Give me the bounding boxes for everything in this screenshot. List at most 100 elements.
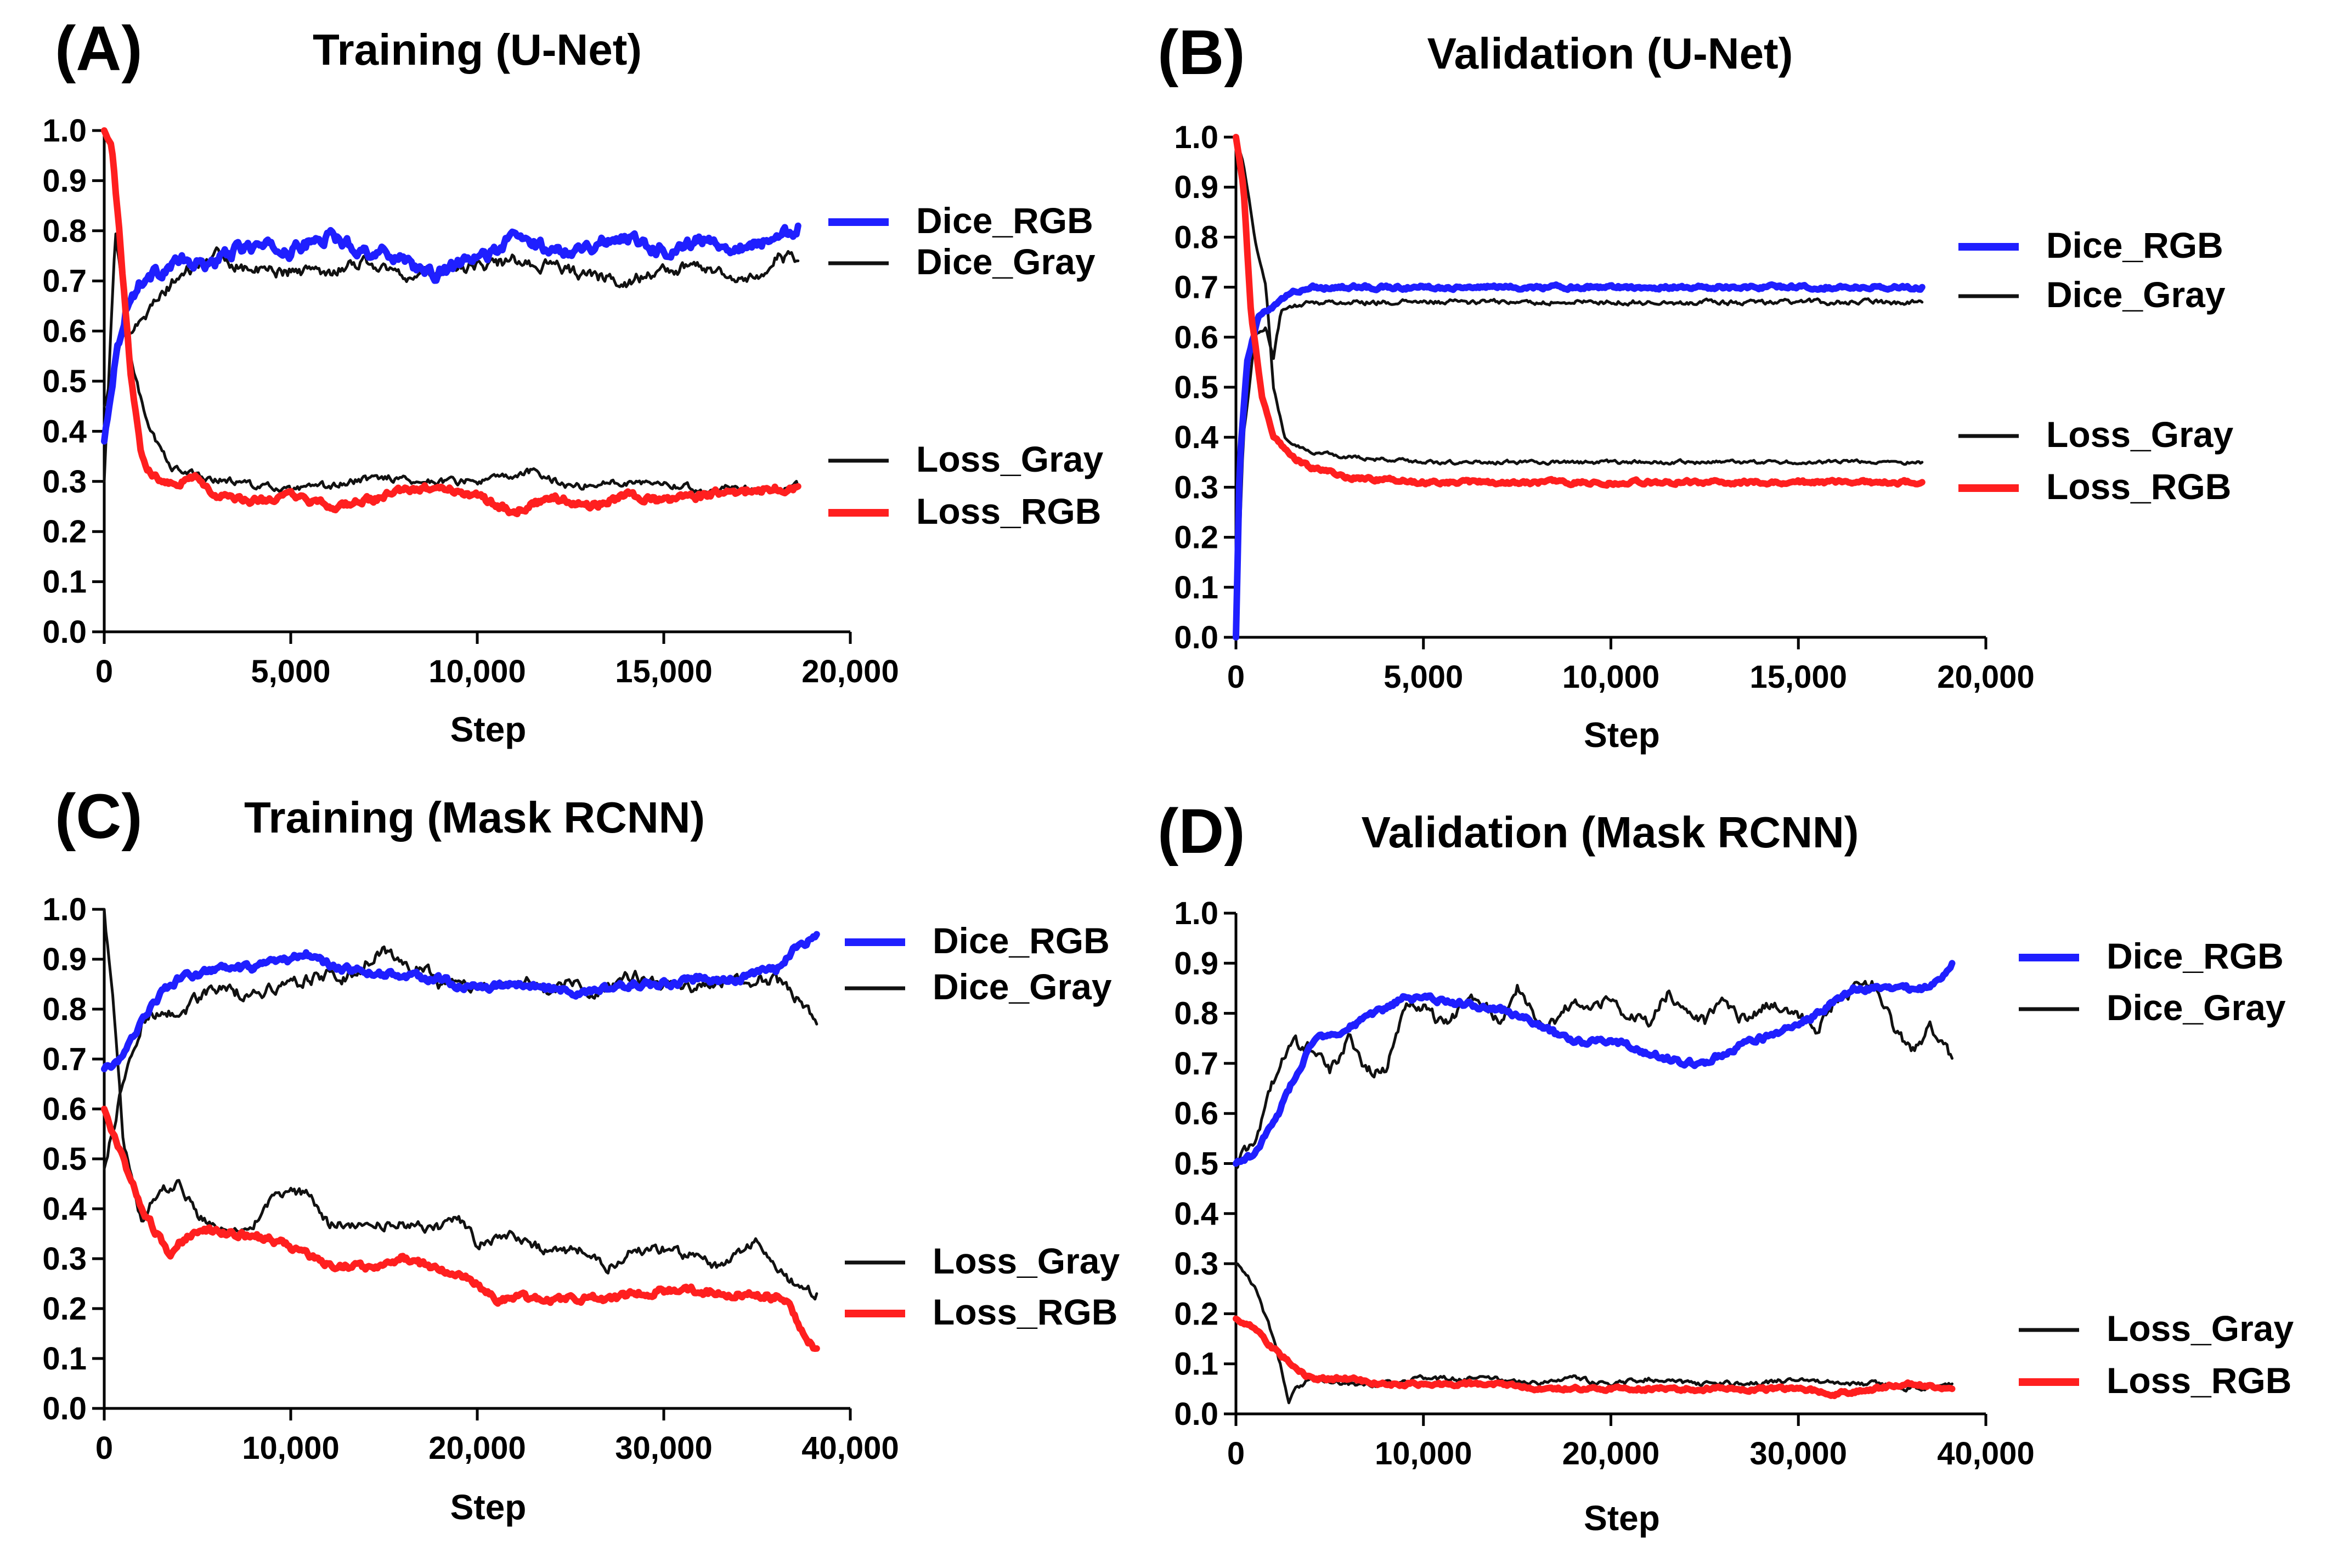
x-tick-label: 10,000 xyxy=(1562,659,1659,695)
y-tick-label: 0.3 xyxy=(42,464,87,500)
chart-panel-2: (B) Validation (U-Net) 0.0 0.1 0.2 0.3 0.4 0.5 0… xyxy=(1157,18,2233,755)
y-tick-label: 0.0 xyxy=(1174,620,1218,655)
y-tick-label: 0.2 xyxy=(42,514,87,550)
y-tick-label: 0.3 xyxy=(42,1241,87,1277)
series-line-loss-gray xyxy=(103,232,800,496)
y-tick-label: 0.8 xyxy=(1174,219,1218,255)
x-tick-label: 0 xyxy=(95,654,113,689)
y-tick-label: 0.4 xyxy=(1174,420,1218,455)
y-tick-label: 0.5 xyxy=(1174,370,1218,405)
legend-label: Loss_RGB xyxy=(933,1292,1117,1332)
x-axis-label: Step xyxy=(450,710,527,749)
chart-panel-1: (A) Training (U-Net) 0.0 0.1 0.2 0.3 0.4 0.5 0.6… xyxy=(42,14,1103,749)
legend-label: Dice_Gray xyxy=(2107,987,2286,1028)
x-tick-label: 40,000 xyxy=(1937,1436,2034,1471)
y-tick-label: 0.4 xyxy=(1174,1196,1218,1232)
x-tick-label: 40,000 xyxy=(801,1430,899,1466)
x-tick-label: 0 xyxy=(1227,1436,1245,1471)
y-tick-label: 0.3 xyxy=(1174,1246,1218,1282)
legend-label: Loss_Gray xyxy=(2107,1308,2294,1349)
chart-title: Training (U-Net) xyxy=(313,25,642,74)
chart-title: Validation (U-Net) xyxy=(1427,29,1793,78)
legend-label: Dice_Gray xyxy=(2046,274,2226,315)
legend-label: Dice_Gray xyxy=(933,966,1112,1007)
y-tick-label: 0.0 xyxy=(1174,1396,1218,1432)
y-tick-label: 1.0 xyxy=(1174,896,1218,931)
series-line-dice-gray xyxy=(103,945,818,1170)
legend-label: Dice_RGB xyxy=(2107,936,2284,976)
y-tick-label: 0.5 xyxy=(1174,1146,1218,1182)
y-tick-label: 0.5 xyxy=(42,364,87,399)
series-line-dice-rgb xyxy=(1233,281,1926,641)
y-tick-label: 0.0 xyxy=(42,614,87,650)
y-tick-label: 0.3 xyxy=(1174,469,1218,505)
x-tick-label: 20,000 xyxy=(428,1430,526,1466)
y-tick-label: 0.4 xyxy=(42,1191,87,1227)
y-tick-label: 0.4 xyxy=(42,414,87,449)
y-tick-label: 0.6 xyxy=(42,1091,87,1127)
y-tick-label: 0.2 xyxy=(42,1291,87,1327)
y-tick-label: 0.7 xyxy=(42,1041,87,1077)
x-tick-label: 15,000 xyxy=(1750,659,1847,695)
series-line-loss-rgb xyxy=(101,1106,820,1352)
legend-label: Dice_RGB xyxy=(933,920,1110,961)
y-tick-label: 0.7 xyxy=(42,263,87,299)
panel-label: (D) xyxy=(1157,796,1245,867)
series-line-loss-rgb xyxy=(1233,134,1926,489)
y-tick-label: 0.1 xyxy=(42,564,87,600)
legend-label: Loss_Gray xyxy=(2046,414,2233,455)
series-line-dice-rgb xyxy=(101,931,820,1073)
x-tick-label: 20,000 xyxy=(1937,659,2034,695)
series-line-dice-gray xyxy=(1234,980,1953,1170)
chart-title: Training (Mask RCNN) xyxy=(244,793,705,842)
series-line-dice-rgb xyxy=(101,222,801,445)
panel-label: (B) xyxy=(1157,18,1245,88)
x-tick-label: 10,000 xyxy=(428,654,526,689)
y-tick-label: 0.7 xyxy=(1174,1046,1218,1082)
legend-label: Loss_Gray xyxy=(933,1241,1120,1281)
y-tick-label: 0.1 xyxy=(1174,570,1218,605)
y-tick-label: 0.9 xyxy=(1174,169,1218,205)
y-tick-label: 0.9 xyxy=(42,942,87,977)
x-axis-label: Step xyxy=(1584,1498,1660,1538)
y-tick-label: 0.2 xyxy=(1174,1296,1218,1332)
y-tick-label: 0.5 xyxy=(42,1141,87,1177)
x-tick-label: 5,000 xyxy=(1384,659,1463,695)
y-tick-label: 0.1 xyxy=(1174,1346,1218,1382)
chart-panel-4: (D) Validation (Mask RCNN) 0.0 0.1 0.2 0.3 0.4… xyxy=(1157,796,2294,1538)
y-tick-label: 0.8 xyxy=(42,213,87,249)
series-line-dice-rgb xyxy=(1233,960,1956,1167)
x-axis-label: Step xyxy=(1584,715,1660,755)
legend-label: Loss_Gray xyxy=(916,439,1103,479)
y-tick-label: 0.6 xyxy=(1174,1096,1218,1131)
series-line-loss-gray xyxy=(1234,1262,1953,1405)
x-axis-label: Step xyxy=(450,1487,527,1527)
x-tick-label: 15,000 xyxy=(615,654,712,689)
y-tick-label: 0.8 xyxy=(1174,996,1218,1032)
x-tick-label: 20,000 xyxy=(1562,1436,1659,1471)
x-tick-label: 5,000 xyxy=(251,654,330,689)
series-line-loss-gray xyxy=(1234,135,1924,466)
series-line-loss-rgb xyxy=(1233,1315,1956,1400)
y-tick-label: 0.7 xyxy=(1174,270,1218,305)
y-tick-label: 0.2 xyxy=(1174,520,1218,556)
panel-label: (A) xyxy=(55,14,143,84)
x-tick-label: 10,000 xyxy=(242,1430,339,1466)
panel-label: (C) xyxy=(55,782,143,852)
y-tick-label: 0.9 xyxy=(42,163,87,199)
x-tick-label: 10,000 xyxy=(1375,1436,1472,1471)
chart-panel-3: (C) Training (Mask RCNN) 0.0 0.1 0.2 0.3 0.4 0.… xyxy=(42,782,1120,1527)
series-line-dice-gray xyxy=(1234,297,1924,639)
x-tick-label: 0 xyxy=(95,1430,113,1466)
x-tick-label: 20,000 xyxy=(801,654,899,689)
legend-label: Dice_RGB xyxy=(2046,225,2223,265)
y-tick-label: 0.1 xyxy=(42,1341,87,1377)
x-tick-label: 0 xyxy=(1227,659,1245,695)
legend-label: Loss_RGB xyxy=(2046,466,2231,507)
legend-label: Dice_Gray xyxy=(916,241,1096,282)
y-tick-label: 0.6 xyxy=(1174,320,1218,355)
y-tick-label: 0.9 xyxy=(1174,946,1218,981)
series-line-loss-rgb xyxy=(101,127,801,518)
legend-label: Loss_RGB xyxy=(2107,1360,2291,1401)
